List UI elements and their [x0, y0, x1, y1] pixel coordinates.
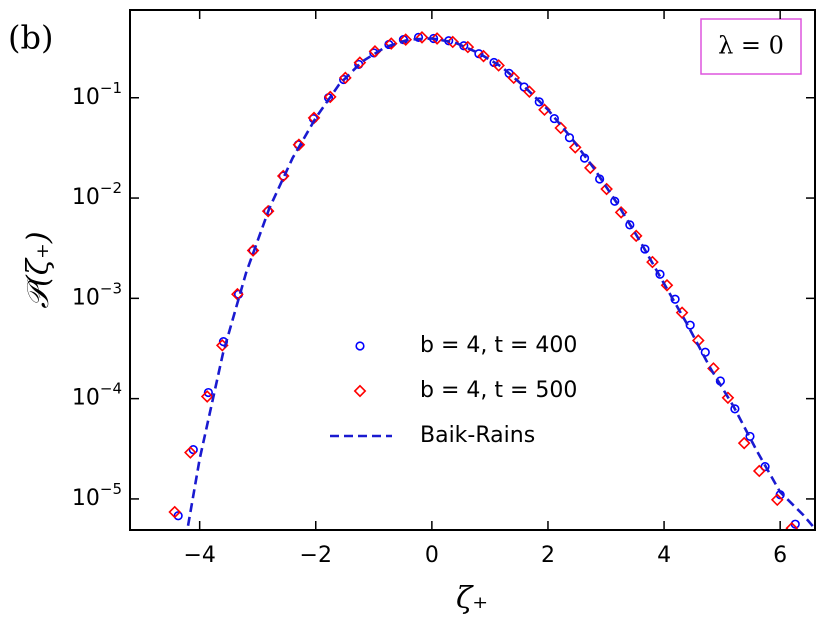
circle-marker — [549, 113, 559, 124]
diamond-marker — [168, 505, 182, 519]
circle-marker — [745, 431, 755, 442]
diamond-marker — [261, 204, 275, 218]
diamond-marker — [477, 49, 490, 63]
diamond-marker — [292, 138, 306, 152]
diamond-marker — [430, 32, 444, 45]
diamond-marker — [353, 384, 367, 398]
circle-marker — [655, 269, 665, 279]
y-axis-label: 𝒫(ζ₊) — [21, 231, 56, 308]
circle-marker — [670, 294, 680, 304]
diamond-marker — [507, 71, 521, 85]
x-axis-label: ζ₊ — [456, 581, 488, 616]
diamond-marker — [752, 464, 766, 478]
y-tick-label: 10−5 — [72, 479, 122, 511]
circle-marker — [339, 74, 349, 85]
diamond-marker — [200, 390, 214, 403]
diamond-marker — [721, 391, 735, 405]
circle-marker — [278, 171, 288, 181]
x-tick-label: 2 — [541, 543, 555, 568]
circle-marker — [203, 387, 213, 398]
diamond-marker — [646, 255, 659, 269]
diamond-marker — [446, 35, 460, 49]
y-tick-label: 10−3 — [72, 279, 122, 311]
legend-label: b = 4, t = 500 — [420, 378, 577, 403]
diamond-marker — [629, 229, 643, 243]
circle-marker — [413, 32, 424, 42]
diamond-marker — [384, 37, 398, 50]
diamond-marker — [368, 45, 382, 58]
line — [186, 37, 815, 529]
diamond-marker — [614, 206, 628, 219]
annotation-box — [700, 18, 802, 75]
diamond-marker — [770, 493, 784, 507]
legend-label: Baik-Rains — [420, 423, 535, 448]
y-tick-label: 10−4 — [72, 379, 122, 411]
circle-marker — [188, 445, 198, 455]
y-tick-label: 10−2 — [72, 179, 122, 211]
diamond-marker — [785, 521, 799, 530]
y-tick-label: 10−1 — [72, 78, 122, 110]
panel-label: (b) — [8, 19, 53, 57]
diamond-marker — [323, 90, 337, 104]
diamond-marker — [399, 33, 413, 46]
legend-label: b = 4, t = 400 — [420, 333, 577, 358]
x-tick-label: 6 — [773, 543, 787, 568]
x-tick-label: −2 — [300, 543, 332, 568]
diamond-marker — [184, 446, 197, 459]
circle-marker — [760, 462, 770, 472]
diamond-marker — [554, 121, 568, 135]
circle-marker — [534, 97, 544, 107]
x-tick-label: −4 — [183, 543, 215, 568]
circle-marker — [263, 206, 273, 216]
diamond-marker — [246, 244, 260, 257]
circle-marker — [355, 341, 365, 351]
annotation: λ = 0 — [718, 32, 784, 60]
circle-marker — [248, 245, 258, 256]
diamond-marker — [600, 182, 613, 196]
diamond-marker — [737, 436, 751, 450]
circle-marker — [625, 220, 635, 230]
plot-frame — [129, 9, 816, 531]
circle-marker — [730, 404, 740, 414]
diamond-marker — [461, 40, 475, 54]
diamond-marker — [415, 31, 429, 44]
x-tick-label: 4 — [657, 543, 671, 568]
x-tick-label: 0 — [425, 543, 439, 568]
circle-marker — [173, 511, 183, 521]
circle-marker — [640, 244, 650, 254]
